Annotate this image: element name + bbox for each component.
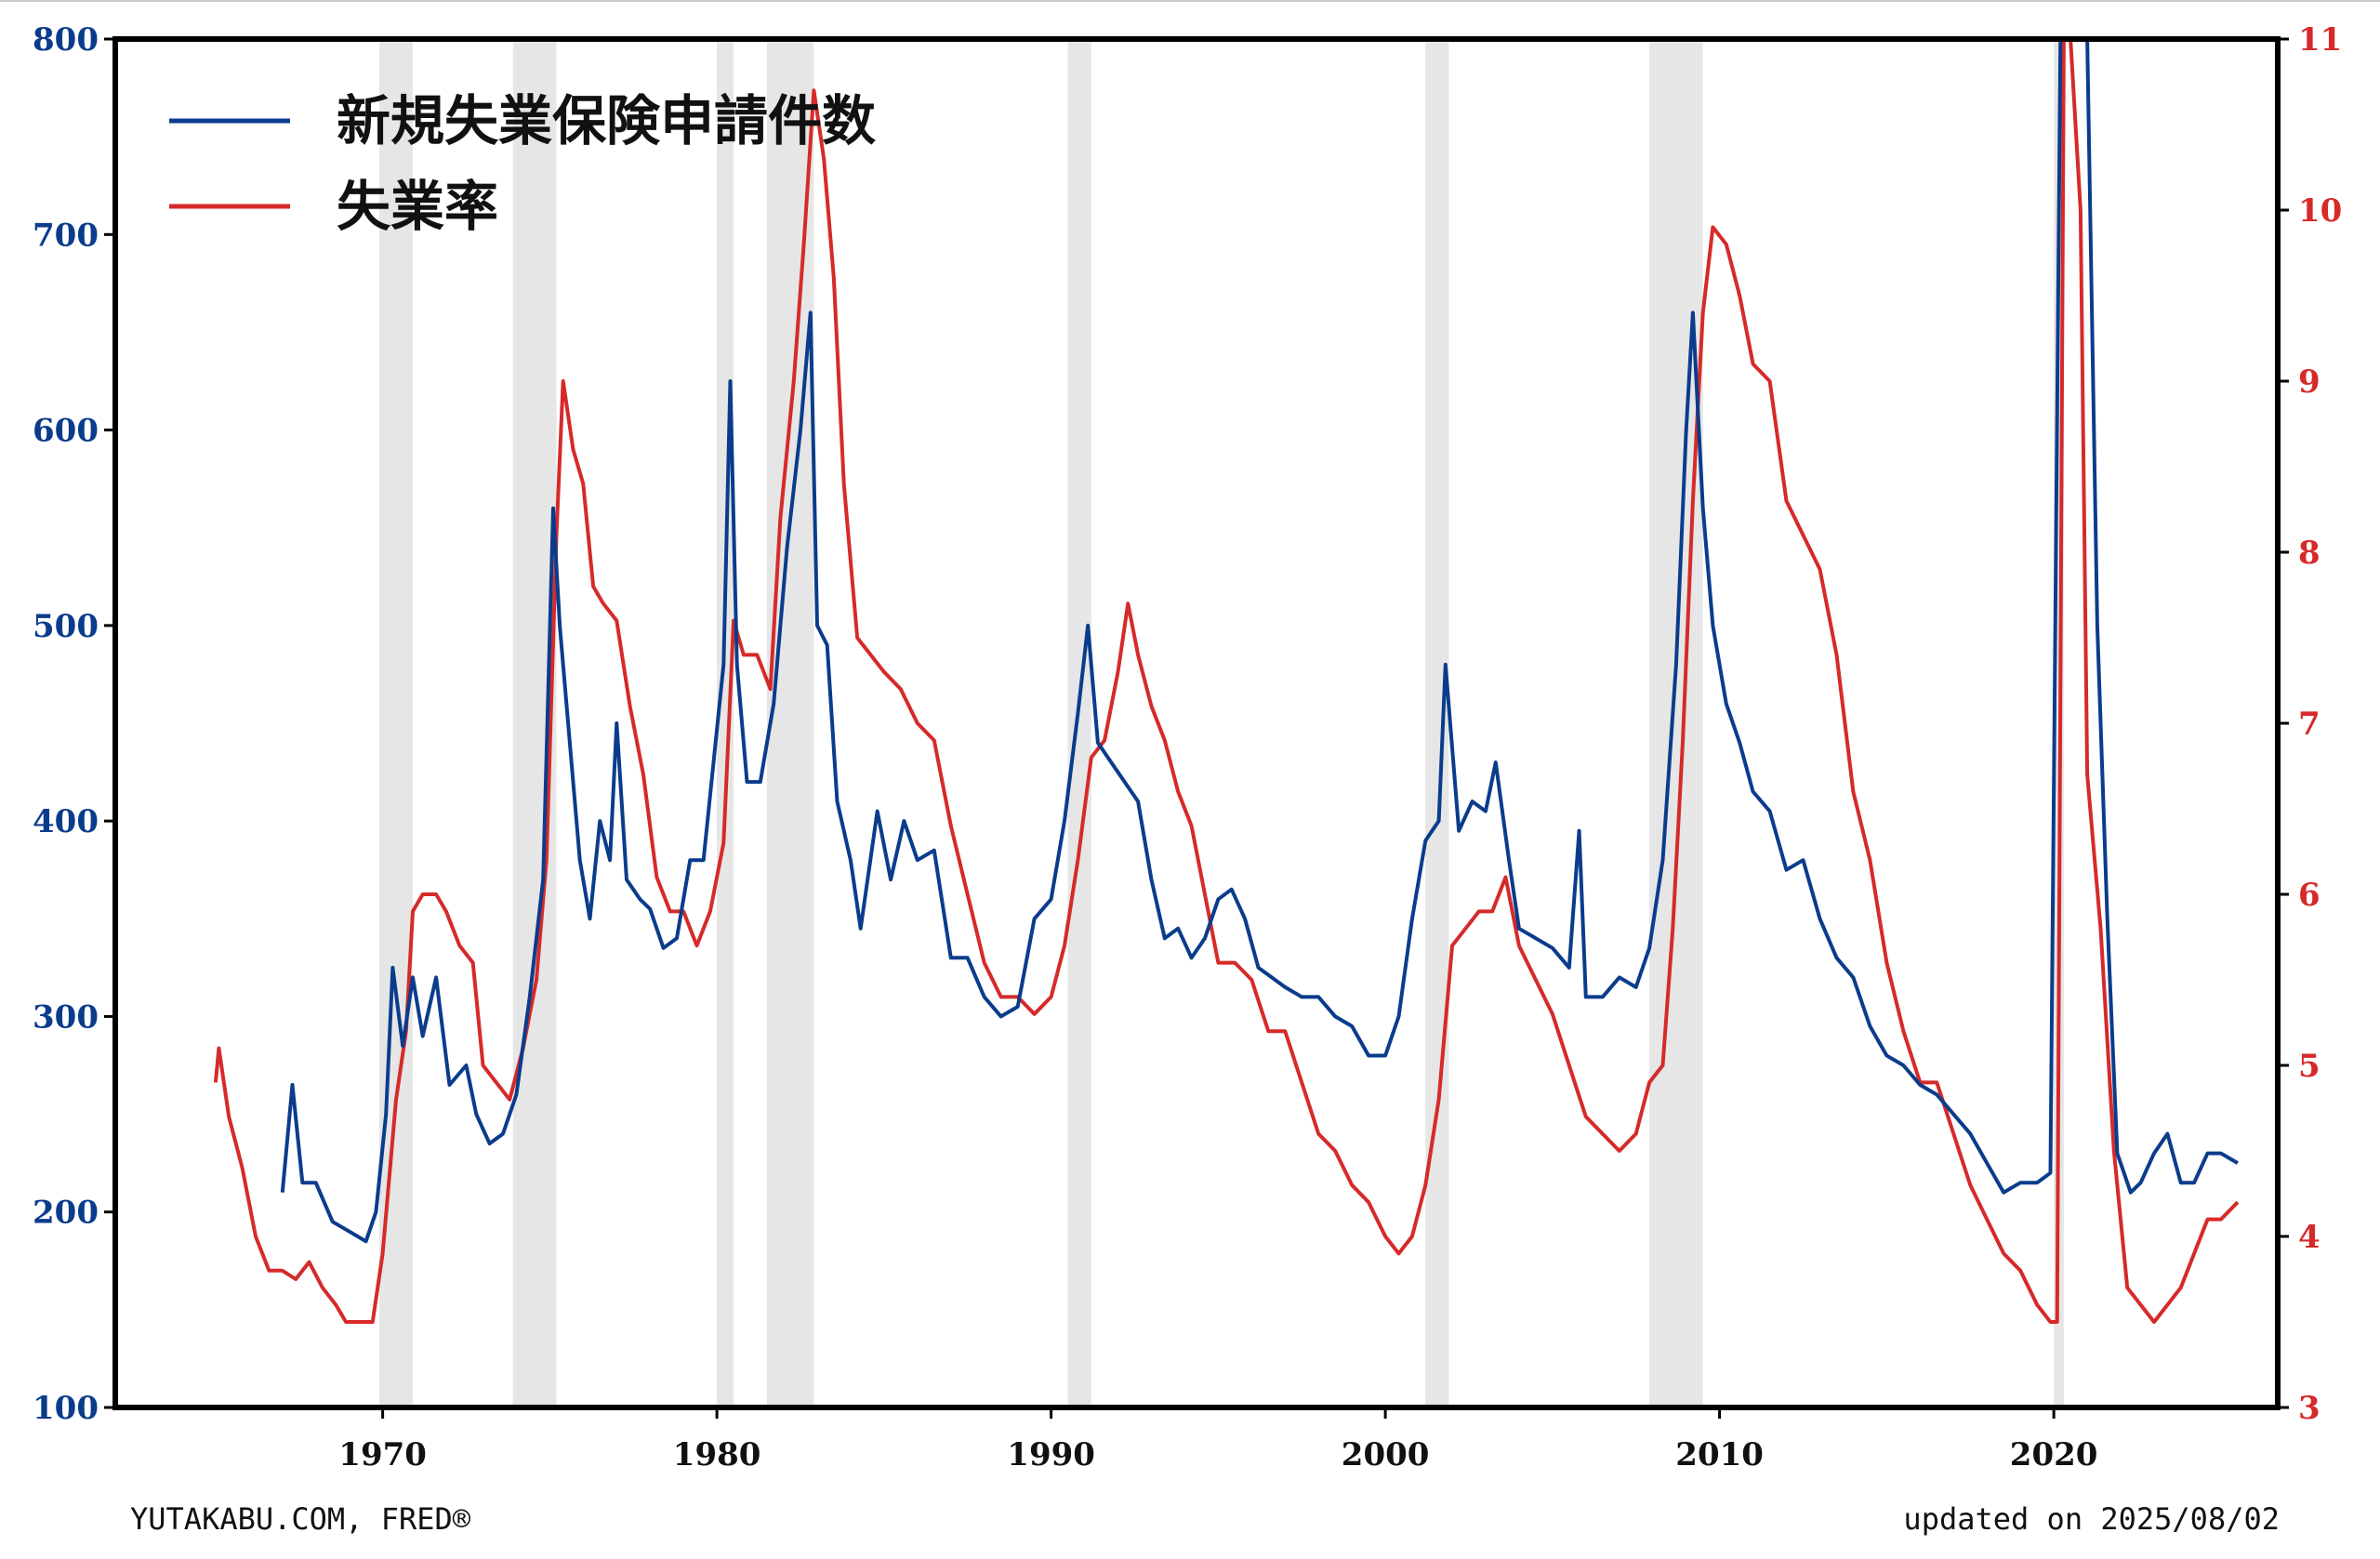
y-right-tick-label-8: 8 — [2298, 535, 2320, 572]
y-right-tick-label-6: 6 — [2298, 877, 2320, 914]
footer-updated: updated on 2025/08/02 — [1903, 1501, 2280, 1537]
x-tick-label-1990: 1990 — [1007, 1436, 1095, 1473]
y-right-tick-label-10: 10 — [2298, 192, 2342, 230]
y-left-tick-label-800: 800 — [33, 21, 99, 59]
series-line-claims — [280, 37, 2239, 1244]
series-line-unemployment — [213, 37, 2240, 1324]
recession-band-6 — [1649, 39, 1703, 1407]
x-tick-label-2000: 2000 — [1342, 1436, 1430, 1473]
x-axis: 1970 1980 1990 2000 2010 2020 — [338, 1407, 2097, 1473]
recession-band-4 — [1067, 39, 1091, 1407]
y-left-tick-label-300: 300 — [33, 998, 99, 1036]
y-left-tick-label-400: 400 — [33, 803, 99, 840]
y-right-tick-label-3: 3 — [2298, 1390, 2320, 1427]
recession-band-0 — [379, 39, 413, 1407]
y-right-tick-label-9: 9 — [2298, 363, 2320, 401]
recession-bands — [379, 39, 2064, 1407]
y-left-tick-label-100: 100 — [33, 1390, 99, 1427]
y-axis-left: 100 200 300 400 500 600 700 800 — [33, 21, 115, 1427]
legend-label-0: 新規失業保険申請件数 — [337, 89, 876, 152]
x-tick-label-2010: 2010 — [1675, 1436, 1764, 1473]
x-tick-label-1980: 1980 — [673, 1436, 761, 1473]
y-left-tick-label-600: 600 — [33, 413, 99, 450]
plot-frame — [112, 36, 2281, 1410]
x-tick-label-1970: 1970 — [338, 1436, 427, 1473]
recession-band-3 — [767, 39, 814, 1407]
y-right-tick-label-11: 11 — [2298, 21, 2342, 59]
legend-label-1: 失業率 — [337, 175, 498, 238]
x-tick-label-2020: 2020 — [2010, 1436, 2098, 1473]
y-left-tick-label-200: 200 — [33, 1195, 99, 1232]
y-right-tick-label-4: 4 — [2298, 1219, 2320, 1256]
y-right-tick-label-7: 7 — [2298, 706, 2320, 743]
y-axis-right: 3 4 5 6 7 8 9 10 11 — [2278, 21, 2342, 1427]
series-layer — [213, 37, 2240, 1324]
y-left-tick-label-700: 700 — [33, 217, 99, 254]
footer-source: YUTAKABU.COM, FRED® — [130, 1501, 471, 1537]
y-left-tick-label-500: 500 — [33, 608, 99, 645]
y-right-tick-label-5: 5 — [2298, 1048, 2320, 1085]
recession-band-5 — [1425, 39, 1449, 1407]
